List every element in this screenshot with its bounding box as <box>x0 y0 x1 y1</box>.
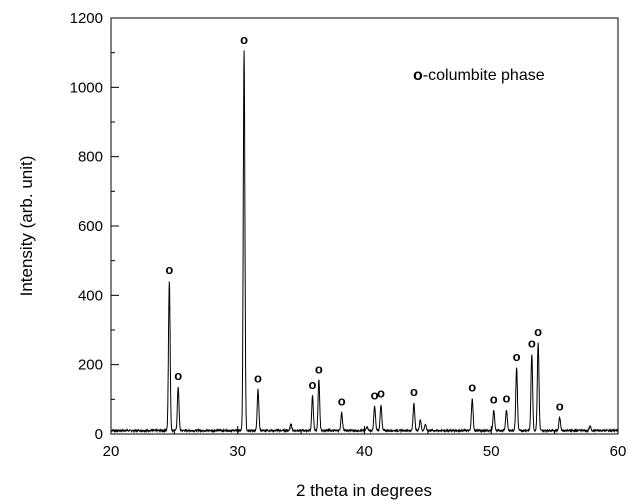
x-tick-label: 20 <box>103 443 120 460</box>
x-tick-label: 40 <box>356 443 373 460</box>
peak-marker: o <box>165 262 173 277</box>
x-axis-title: 2 theta in degrees <box>296 481 432 500</box>
y-tick-label: 800 <box>78 149 103 166</box>
y-tick-label: 600 <box>78 218 103 235</box>
x-tick-label: 30 <box>229 443 246 460</box>
peak-marker: o <box>254 371 262 386</box>
xrd-pattern-line <box>110 50 619 434</box>
y-tick-label: 1000 <box>70 79 103 96</box>
y-tick-label: 1200 <box>70 10 103 27</box>
annotation-text: -columbite phase <box>423 67 545 84</box>
peak-marker: o <box>502 391 510 406</box>
peak-marker: o <box>528 335 536 350</box>
peak-marker: o <box>309 377 317 392</box>
peak-marker: o <box>468 380 476 395</box>
peak-marker: o <box>534 324 542 339</box>
y-tick-label: 200 <box>78 357 103 374</box>
peak-marker: o <box>556 398 564 413</box>
peak-marker: o <box>377 386 385 401</box>
x-tick-label: 60 <box>610 443 627 460</box>
series-layer <box>110 50 619 434</box>
peak-marker: o <box>490 391 498 406</box>
peak-marker: o <box>240 32 248 47</box>
peak-marker: o <box>513 349 521 364</box>
peak-marker: o <box>371 387 379 402</box>
y-axis-title: Intensity (arb. unit) <box>17 156 36 297</box>
phase-annotation: o-columbite phase <box>413 67 545 84</box>
y-tick-label: 400 <box>78 287 103 304</box>
peak-marker: o <box>315 361 323 376</box>
peak-marker: o <box>410 384 418 399</box>
peak-marker: o <box>174 368 182 383</box>
x-tick-label: 50 <box>483 443 500 460</box>
y-tick-label: 0 <box>95 426 103 443</box>
peak-marker: o <box>338 394 346 409</box>
annotation-marker: o <box>413 67 423 84</box>
